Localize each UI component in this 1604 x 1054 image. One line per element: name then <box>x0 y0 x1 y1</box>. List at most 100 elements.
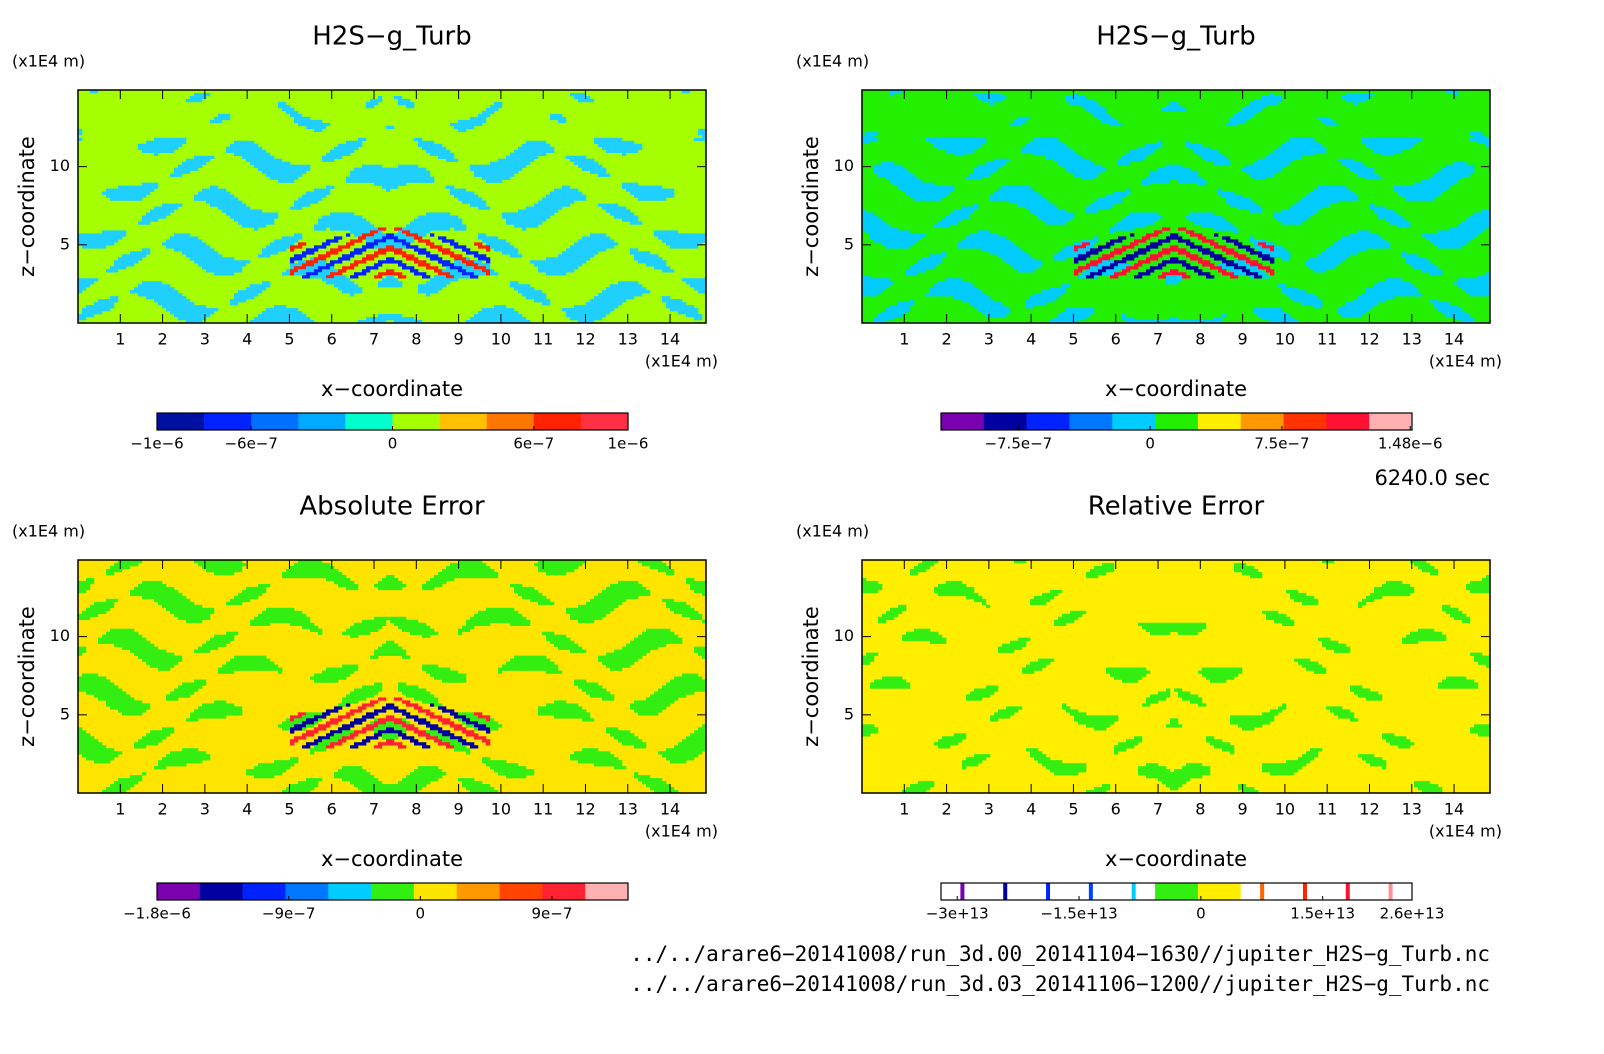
field-cell <box>622 152 627 157</box>
field-cell <box>462 266 475 270</box>
field-cell <box>1026 206 1059 210</box>
field-cell <box>154 206 179 210</box>
field-cell <box>1394 185 1451 189</box>
field-cell <box>86 607 111 612</box>
x-unit: (x1E4 m) <box>645 352 718 371</box>
field-cell <box>290 715 303 719</box>
field-cell <box>938 146 979 151</box>
field-cell <box>1442 679 1475 683</box>
field-cell <box>326 709 339 713</box>
field-cell <box>1126 152 1151 157</box>
field-cell <box>434 739 443 743</box>
field-cell <box>442 239 455 243</box>
field-cell <box>394 727 407 731</box>
field-cell <box>686 736 707 740</box>
field-cell <box>442 263 455 267</box>
field-cell <box>298 260 307 264</box>
field-cell <box>318 254 331 258</box>
field-cell <box>1058 616 1079 621</box>
field-cell <box>1418 628 1435 632</box>
field-cell <box>394 709 407 713</box>
field-cell <box>350 275 359 279</box>
field-cell <box>334 146 359 151</box>
x-tick-label: 14 <box>660 800 680 819</box>
field-cell <box>258 254 271 258</box>
field-cell <box>538 601 555 606</box>
field-cell <box>650 565 671 570</box>
field-cell <box>386 245 395 249</box>
field-cell <box>178 685 203 689</box>
field-cell <box>414 272 427 276</box>
field-cell <box>238 290 263 294</box>
field-cell <box>1282 221 1303 225</box>
field-cell <box>1134 239 1147 243</box>
field-cell <box>210 119 223 124</box>
field-cell <box>182 748 199 752</box>
field-cell <box>890 179 923 183</box>
field-cell <box>1122 155 1147 160</box>
field-cell <box>890 607 907 612</box>
field-cell <box>622 182 639 186</box>
field-cell <box>1398 191 1443 195</box>
field-cell <box>462 742 475 746</box>
field-cell <box>1378 215 1403 219</box>
field-cell <box>1446 676 1467 680</box>
field-cell <box>1286 589 1299 594</box>
field-cell <box>78 646 87 650</box>
field-cell <box>338 739 347 743</box>
field-cell <box>138 221 151 225</box>
field-cell <box>458 269 467 273</box>
field-cell <box>1430 571 1439 576</box>
field-cell <box>1094 113 1111 118</box>
field-cell <box>674 610 699 615</box>
field-cell <box>1202 239 1215 243</box>
field-cell <box>702 619 707 624</box>
field-cell <box>314 224 375 228</box>
field-cell <box>318 272 331 276</box>
field-cell <box>362 715 375 719</box>
field-cell <box>630 640 683 644</box>
field-cell <box>642 781 667 785</box>
field-cell <box>174 688 199 692</box>
field-cell <box>366 266 379 270</box>
field-cell <box>1114 260 1127 264</box>
field-cell <box>698 727 707 731</box>
field-cell <box>1070 712 1087 716</box>
field-cell <box>1122 218 1159 222</box>
field-cell <box>258 613 307 618</box>
field-cell <box>1310 748 1323 752</box>
field-cell <box>558 646 583 650</box>
field-cell <box>322 739 339 743</box>
field-cell <box>1238 787 1255 791</box>
field-cell <box>326 185 335 189</box>
field-cell <box>446 275 455 279</box>
field-cell <box>346 703 351 707</box>
field-cell <box>466 320 531 324</box>
colorbar-tick-label: 0 <box>1145 435 1155 453</box>
field-cell <box>442 679 467 683</box>
field-cell <box>618 281 639 285</box>
field-cell <box>1322 643 1347 647</box>
field-cell <box>1334 649 1351 653</box>
field-cell <box>506 221 543 225</box>
field-cell <box>482 176 511 180</box>
field-cell <box>434 703 443 707</box>
field-cell <box>1074 245 1087 249</box>
field-cell <box>578 164 603 168</box>
field-cell <box>422 275 431 279</box>
field-cell <box>458 628 471 632</box>
field-cell <box>1246 272 1259 276</box>
y-tick-label: 5 <box>844 704 854 723</box>
field-cell <box>206 568 243 573</box>
field-cell <box>1230 203 1259 207</box>
field-cell <box>302 715 315 719</box>
field-cell <box>1142 236 1151 240</box>
field-cell <box>862 730 879 734</box>
field-cell <box>1126 215 1163 219</box>
field-cell <box>98 697 135 701</box>
field-cell <box>1066 167 1107 171</box>
field-cell <box>1286 140 1319 145</box>
field-cell <box>1078 721 1115 725</box>
field-cell <box>1234 230 1239 234</box>
colorbar-line <box>1046 883 1051 900</box>
